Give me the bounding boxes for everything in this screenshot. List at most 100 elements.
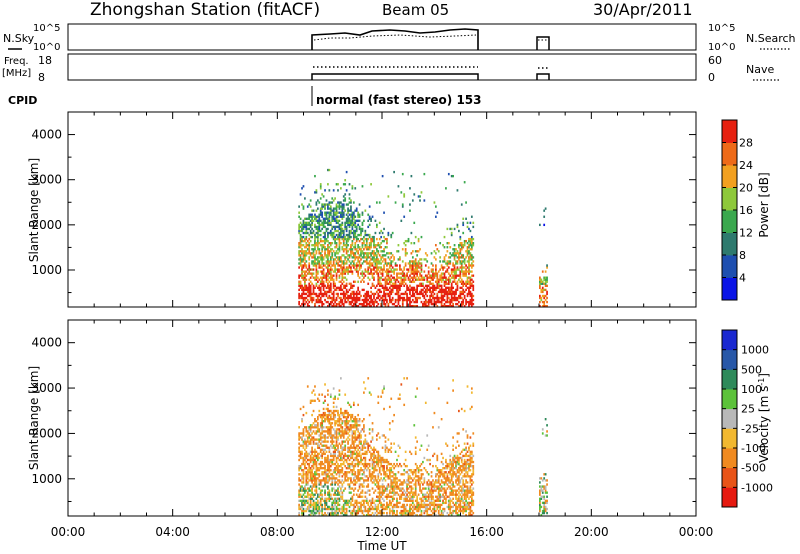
data-point	[363, 442, 365, 445]
data-point	[399, 264, 401, 267]
data-point	[365, 302, 368, 306]
data-point	[361, 489, 364, 492]
data-point	[373, 284, 375, 287]
data-point	[342, 242, 345, 245]
data-point	[324, 479, 326, 482]
data-point	[327, 418, 329, 421]
data-point	[367, 477, 370, 480]
data-point	[409, 292, 411, 296]
data-point	[338, 274, 341, 277]
data-point	[411, 276, 414, 279]
data-point	[436, 300, 439, 304]
data-point	[342, 434, 345, 437]
data-point	[301, 250, 303, 253]
data-point	[426, 280, 429, 283]
data-point	[384, 294, 387, 298]
data-point	[337, 235, 339, 239]
data-point	[341, 274, 344, 277]
data-point	[335, 513, 338, 517]
data-point	[371, 284, 374, 287]
data-point	[377, 280, 380, 283]
data-point	[299, 282, 302, 285]
data-point	[442, 298, 444, 302]
data-point	[387, 485, 390, 488]
data-point	[298, 495, 301, 498]
data-point	[386, 246, 388, 249]
data-point	[329, 422, 332, 425]
data-point	[345, 428, 348, 431]
data-point	[361, 223, 364, 227]
data-point	[311, 298, 313, 302]
data-point	[420, 284, 423, 287]
data-point	[329, 266, 332, 269]
data-point	[340, 225, 342, 229]
freq-trace	[311, 73, 479, 80]
data-point	[342, 235, 345, 239]
data-point	[447, 296, 450, 300]
data-point	[469, 254, 472, 257]
data-point	[371, 235, 374, 239]
data-point	[331, 460, 334, 464]
data-point	[436, 487, 439, 490]
data-point	[312, 215, 315, 218]
data-point	[325, 430, 328, 433]
data-point	[314, 450, 316, 454]
data-point	[332, 411, 335, 415]
data-point	[410, 294, 413, 298]
data-point	[348, 428, 351, 431]
data-point	[465, 264, 467, 267]
data-point	[427, 302, 430, 306]
data-point	[391, 464, 394, 468]
data-point	[335, 444, 338, 447]
data-point	[315, 274, 318, 277]
data-point	[393, 479, 395, 482]
data-point	[386, 495, 388, 498]
data-point	[337, 420, 339, 423]
data-point	[314, 452, 316, 456]
data-point	[409, 477, 411, 480]
data-point	[329, 262, 332, 265]
data-point	[375, 266, 378, 269]
data-point	[380, 491, 383, 494]
data-point	[308, 270, 311, 273]
data-point	[424, 495, 427, 498]
data-point	[351, 272, 354, 275]
data-point	[322, 434, 325, 437]
data-point	[380, 509, 383, 513]
data-point	[387, 272, 390, 275]
data-point	[304, 272, 306, 275]
data-point	[314, 477, 316, 480]
data-point	[306, 298, 309, 302]
data-point	[403, 284, 406, 287]
data-point	[433, 501, 436, 505]
data-point	[299, 235, 302, 239]
data-point	[319, 252, 322, 255]
data-point	[390, 274, 393, 277]
data-point	[340, 266, 342, 269]
data-point	[308, 282, 311, 285]
data-point	[360, 467, 362, 470]
data-point	[432, 491, 434, 494]
data-point	[378, 497, 381, 500]
data-point	[432, 264, 434, 267]
data-point	[378, 282, 381, 285]
data-point	[404, 274, 407, 277]
data-point	[316, 444, 319, 447]
data-point	[342, 254, 345, 257]
data-point	[361, 446, 364, 449]
data-point	[364, 491, 367, 494]
data-point	[388, 473, 391, 476]
data-point	[318, 300, 321, 304]
data-point	[302, 185, 305, 188]
data-point	[470, 298, 473, 302]
data-point	[437, 505, 440, 509]
data-point	[540, 290, 543, 294]
data-point	[327, 505, 329, 509]
data-point	[352, 469, 355, 472]
data-point	[378, 489, 381, 492]
data-point	[414, 260, 417, 263]
data-point	[360, 237, 362, 241]
data-point	[409, 203, 411, 206]
data-point	[324, 467, 326, 470]
data-point	[403, 276, 406, 279]
